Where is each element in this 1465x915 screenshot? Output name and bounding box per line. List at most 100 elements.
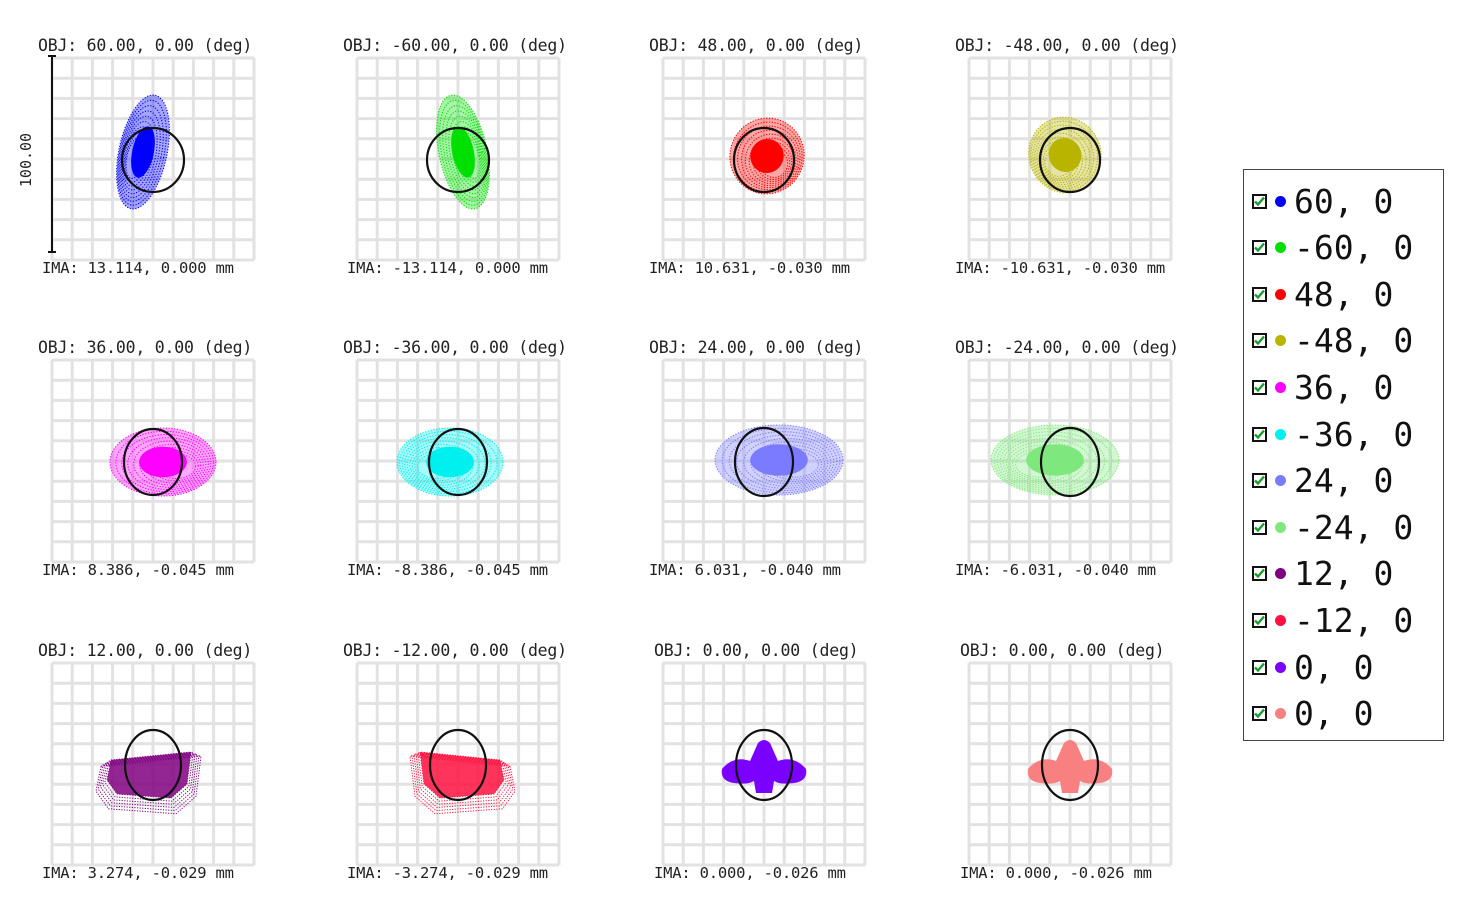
legend-item[interactable]: -12, 0 xyxy=(1252,600,1413,640)
airy-circle xyxy=(120,126,186,194)
spot-diagram-field-11: OBJ: 0.00, 0.00 (deg) IMA: 0.000, -0.026 … xyxy=(611,615,911,915)
legend-label: -24, 0 xyxy=(1294,507,1414,547)
spot-diagram-field-6: OBJ: -36.00, 0.00 (deg) IMA: -8.386, -0.0… xyxy=(305,312,605,612)
legend-checkbox[interactable] xyxy=(1252,706,1267,722)
spot-diagram-field-10: OBJ: -12.00, 0.00 (deg) IMA: -3.274, -0.0… xyxy=(305,615,605,915)
spot-pattern xyxy=(409,751,516,815)
airy-circle xyxy=(427,427,489,497)
scale-label: 100.00 xyxy=(17,132,35,188)
spot-diagram-field-1: 100.00 OBJ: 60.00, 0.00 (deg) IMA: 13.114,… xyxy=(0,10,300,310)
spot-pattern xyxy=(436,94,490,210)
obj-label: OBJ: -60.00, 0.00 (deg) xyxy=(343,36,567,55)
legend-color-dot xyxy=(1275,708,1286,720)
legend-item[interactable]: 0, 0 xyxy=(1252,647,1373,687)
legend-checkbox[interactable] xyxy=(1252,426,1267,442)
ima-label: IMA: 3.274, -0.029 mm xyxy=(42,864,234,882)
airy-circle xyxy=(428,728,488,802)
spot-plot xyxy=(355,661,561,867)
airy-circle xyxy=(1038,126,1102,194)
spot-plot xyxy=(48,55,256,262)
legend-color-dot xyxy=(1275,661,1286,673)
spot-diagram-field-2: OBJ: -60.00, 0.00 (deg) IMA: -13.114, 0.0… xyxy=(305,10,605,310)
spot-diagram-field-9: OBJ: 12.00, 0.00 (deg) IMA: 3.274, -0.029… xyxy=(0,615,300,915)
legend-color-dot xyxy=(1275,288,1286,300)
legend-item[interactable]: 0, 0 xyxy=(1252,694,1373,734)
ima-label: IMA: -8.386, -0.045 mm xyxy=(347,561,548,579)
airy-circle xyxy=(1039,426,1101,498)
plot-grid xyxy=(661,56,867,262)
legend-label: 24, 0 xyxy=(1294,461,1394,501)
legend-checkbox[interactable] xyxy=(1252,286,1267,302)
legend-checkbox[interactable] xyxy=(1252,193,1267,209)
legend-label: 60, 0 xyxy=(1294,181,1394,221)
legend-label: 48, 0 xyxy=(1294,274,1394,314)
airy-circle xyxy=(734,728,794,802)
legend-item[interactable]: -24, 0 xyxy=(1252,507,1413,547)
ima-label: IMA: 0.000, -0.026 mm xyxy=(654,864,846,882)
legend-checkbox[interactable] xyxy=(1252,240,1267,256)
spot-diagram-field-5: OBJ: 36.00, 0.00 (deg) IMA: 8.386, -0.045… xyxy=(0,312,300,612)
legend-checkbox[interactable] xyxy=(1252,519,1267,535)
legend-label: 0, 0 xyxy=(1294,647,1374,687)
ima-label: IMA: 6.031, -0.040 mm xyxy=(649,561,841,579)
plot-grid xyxy=(50,56,256,262)
spot-diagram-grid: 100.00 OBJ: 60.00, 0.00 (deg) IMA: 13.114,… xyxy=(0,10,1217,882)
legend-label: -60, 0 xyxy=(1294,228,1414,268)
spot-plot xyxy=(355,358,561,564)
ima-label: IMA: 8.386, -0.045 mm xyxy=(42,561,234,579)
legend-item[interactable]: -60, 0 xyxy=(1252,228,1413,268)
obj-label: OBJ: -12.00, 0.00 (deg) xyxy=(343,641,567,660)
ima-label: IMA: 0.000, -0.026 mm xyxy=(960,864,1152,882)
legend-checkbox[interactable] xyxy=(1252,379,1267,395)
spot-pattern xyxy=(396,427,504,497)
legend-item[interactable]: 36, 0 xyxy=(1252,367,1393,407)
airy-circle xyxy=(732,126,796,194)
airy-circle xyxy=(1040,728,1100,802)
legend-checkbox[interactable] xyxy=(1252,659,1267,675)
spot-diagram-field-4: OBJ: -48.00, 0.00 (deg) IMA: -10.631, -0.… xyxy=(917,10,1217,310)
spot-diagram-field-3: OBJ: 48.00, 0.00 (deg) IMA: 10.631, -0.03… xyxy=(611,10,911,310)
obj-label: OBJ: 24.00, 0.00 (deg) xyxy=(649,338,864,357)
spot-diagram-field-8: OBJ: -24.00, 0.00 (deg) IMA: -6.031, -0.0… xyxy=(917,312,1217,612)
ima-label: IMA: 13.114, 0.000 mm xyxy=(42,259,234,277)
legend-color-dot xyxy=(1275,521,1286,533)
legend-checkbox[interactable] xyxy=(1252,473,1267,489)
legend-item[interactable]: 12, 0 xyxy=(1252,554,1393,594)
spot-plot xyxy=(661,56,867,262)
obj-label: OBJ: -48.00, 0.00 (deg) xyxy=(955,36,1179,55)
spot-plot xyxy=(967,56,1173,262)
legend-label: 36, 0 xyxy=(1294,367,1394,407)
legend-color-dot xyxy=(1275,195,1286,207)
plot-grid xyxy=(967,56,1173,262)
spot-pattern xyxy=(1028,116,1102,194)
obj-label: OBJ: 0.00, 0.00 (deg) xyxy=(960,641,1165,660)
legend-item[interactable]: 48, 0 xyxy=(1252,274,1393,314)
legend-item[interactable]: -36, 0 xyxy=(1252,414,1413,454)
legend-color-dot xyxy=(1275,614,1286,626)
airy-circle xyxy=(733,426,795,498)
legend-item[interactable]: -48, 0 xyxy=(1252,321,1413,361)
obj-label: OBJ: 48.00, 0.00 (deg) xyxy=(649,36,864,55)
spot-plot xyxy=(967,358,1173,564)
legend-label: -12, 0 xyxy=(1294,600,1414,640)
legend-item[interactable]: 24, 0 xyxy=(1252,461,1393,501)
plot-grid xyxy=(50,358,256,564)
ima-label: IMA: -6.031, -0.040 mm xyxy=(955,561,1156,579)
spot-pattern xyxy=(1027,740,1113,793)
plot-grid xyxy=(355,661,561,867)
airy-circle xyxy=(123,728,183,802)
legend-label: 12, 0 xyxy=(1294,554,1394,594)
ima-label: IMA: -13.114, 0.000 mm xyxy=(347,259,548,277)
spot-pattern xyxy=(95,751,202,815)
plot-grid xyxy=(355,358,561,564)
legend-checkbox[interactable] xyxy=(1252,612,1267,628)
legend-checkbox[interactable] xyxy=(1252,333,1267,349)
legend-checkbox[interactable] xyxy=(1252,566,1267,582)
spot-pattern xyxy=(116,94,170,210)
spot-plot xyxy=(661,661,867,867)
legend-color-dot xyxy=(1275,381,1286,393)
legend-item[interactable]: 60, 0 xyxy=(1252,181,1393,221)
plot-grid xyxy=(50,661,256,867)
spot-plot xyxy=(50,661,256,867)
obj-label: OBJ: 0.00, 0.00 (deg) xyxy=(654,641,859,660)
